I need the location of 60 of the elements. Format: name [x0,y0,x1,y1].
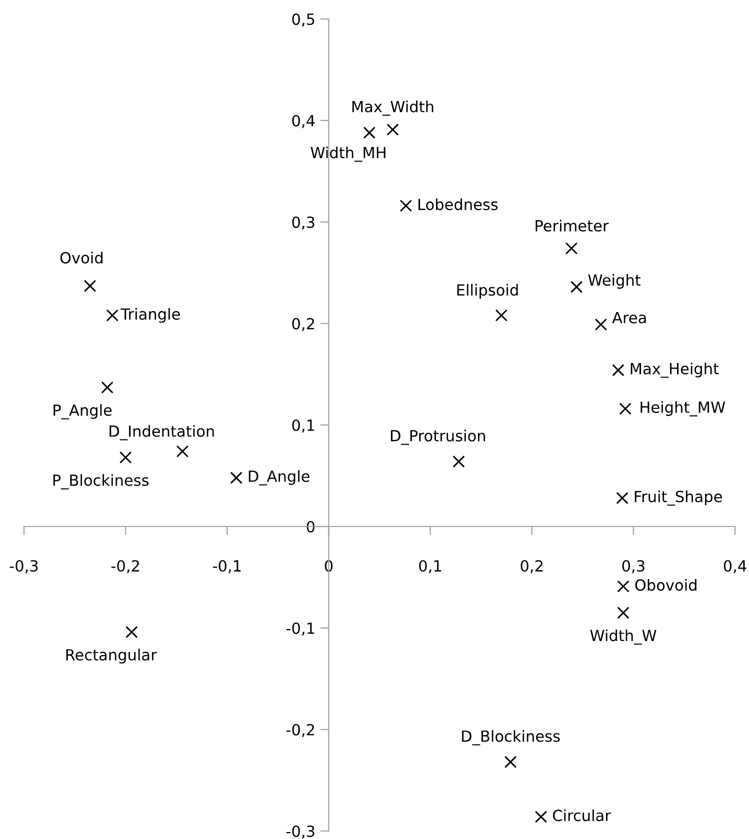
annotation: Obovoid [635,578,696,591]
point [594,318,608,331]
x-tick-label: -0,2 [111,560,139,574]
point [534,810,548,823]
annotation: Triangle [120,308,180,323]
y-tick-label: 0,2 [292,318,314,332]
y-tick-label: -0,2 [286,724,314,738]
annotation: Perimeter [536,220,609,232]
point [616,492,628,504]
point [504,756,517,768]
annotation: Width_W [590,629,656,645]
x-tick-label: 0,3 [622,560,644,574]
point [386,123,399,136]
point [126,626,138,638]
y-tick-label: -0,1 [286,622,314,636]
point [619,402,632,415]
point [617,606,630,619]
annotation: Weight [588,274,641,289]
x-tick-label: -0,1 [212,560,241,574]
point [230,472,242,484]
point [570,280,583,294]
y-tick-label: 0,3 [292,216,314,230]
annotation: Lobedness [418,198,498,210]
annotation: Area [612,312,646,324]
point [119,451,132,464]
annotation: Height_MW [640,401,726,416]
y-tick-label: -0,3 [286,825,314,839]
annotation: P_Blockiness [53,474,149,490]
point [495,309,508,322]
annotation: D_Angle [248,470,310,486]
x-tick-label: 0,1 [419,560,442,574]
y-tick-label: 0,4 [292,114,315,128]
annotation: D_Blockiness [462,730,560,746]
point [101,381,114,394]
point [452,455,465,468]
annotation: Rectangular [66,648,157,664]
point [84,280,96,292]
annotation: Fruit_Shape [634,490,722,506]
annotation: Circular [552,809,611,822]
annotation: Max_Height [630,362,719,378]
point [612,364,624,376]
annotation: Width_MH [310,146,386,162]
point [106,309,119,322]
annotation: Ellipsoid [457,284,518,299]
point [363,126,376,139]
x-tick-label: 0,2 [520,560,542,574]
annotation: Ovoid [60,252,102,264]
y-tick-label: 0,1 [292,419,314,433]
point [400,200,412,212]
point [617,580,630,593]
point [565,242,578,255]
annotation: D_Indentation [110,425,214,440]
annotation: D_Protrusion [390,430,486,445]
annotation: P_Angle [54,404,112,420]
y-tick-label: 0,5 [292,13,314,27]
x-tick-label: -0,3 [10,560,38,574]
annotation: Max_Width [352,100,434,116]
point [176,445,189,458]
x-tick-label: 0,4 [724,560,746,574]
x-tick-label: 0 [324,560,333,572]
